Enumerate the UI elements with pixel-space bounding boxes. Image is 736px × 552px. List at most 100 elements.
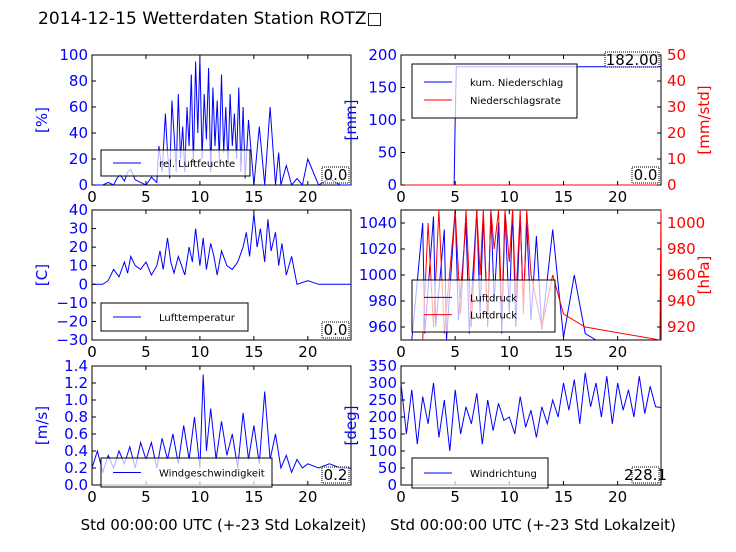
precipitation-y2-axis-label: [mm/std] bbox=[695, 85, 713, 154]
temperature-y-axis-label: [C] bbox=[33, 264, 51, 286]
pressure-y2-tick-label: 1000 bbox=[667, 214, 705, 232]
temperature-y-tick-label: −30 bbox=[56, 331, 88, 349]
precipitation-y-tick-label: 0 bbox=[387, 176, 397, 194]
pressure-x-tick-label: 0 bbox=[396, 343, 406, 361]
humidity-last-value: 0.0 bbox=[324, 166, 348, 184]
precipitation-x-tick-label: 10 bbox=[500, 188, 519, 206]
precipitation-legend-label: Niederschlagsrate bbox=[470, 96, 561, 107]
wind-speed-x-tick-label: 5 bbox=[141, 488, 151, 506]
wind-direction-legend-label: Windrichtung bbox=[470, 469, 537, 480]
humidity-x-tick-label: 15 bbox=[244, 188, 263, 206]
humidity-x-tick-label: 10 bbox=[190, 188, 209, 206]
wind-speed-y-tick-label: 0.4 bbox=[64, 442, 88, 460]
pressure-y2-tick-label: 940 bbox=[667, 292, 696, 310]
pressure-legend-box bbox=[411, 279, 556, 333]
wind-speed-y-tick-label: 1.2 bbox=[64, 374, 88, 392]
wind-speed-last-value: 0.2 bbox=[324, 466, 348, 484]
wind-speed-last-value-box bbox=[321, 466, 350, 484]
wind-speed-y-tick-label: 1.4 bbox=[64, 357, 88, 375]
wind-speed-x-tick-label: 15 bbox=[244, 488, 263, 506]
humidity-series-line-0 bbox=[92, 57, 351, 187]
humidity-y-tick-label: 80 bbox=[69, 72, 88, 90]
wind-speed-legend-label: Windgeschwindigkeit bbox=[159, 469, 265, 480]
wind-speed-y-tick-label: 0.0 bbox=[64, 476, 88, 494]
temperature-y-tick-label: 20 bbox=[69, 238, 88, 256]
temperature-x-tick-label: 5 bbox=[141, 343, 151, 361]
precipitation-y2-tick-label: 10 bbox=[667, 150, 686, 168]
precipitation-y2-tick-label: 40 bbox=[667, 72, 686, 90]
precipitation-y2-tick-label: 20 bbox=[667, 124, 686, 142]
humidity-legend-label: rel. Luftfeuchte bbox=[159, 159, 235, 170]
precipitation-y2-tick-label: 0 bbox=[667, 176, 677, 194]
pressure-x-tick-label: 5 bbox=[450, 343, 460, 361]
precipitation-legend-box bbox=[411, 63, 578, 119]
humidity-y-tick-label: 100 bbox=[59, 46, 88, 64]
precipitation-x-tick-label: 20 bbox=[608, 188, 627, 206]
temperature-y-tick-label: −10 bbox=[56, 294, 88, 312]
wind-direction-x-tick-label: 20 bbox=[608, 488, 627, 506]
humidity-y-tick-label: 60 bbox=[69, 98, 88, 116]
wind-direction-series-line-0 bbox=[400, 372, 662, 452]
pressure-x-tick-label: 20 bbox=[608, 343, 627, 361]
pressure-legend-label: Luftdruck bbox=[470, 293, 517, 304]
humidity-last-value-box bbox=[321, 166, 350, 184]
humidity-y-tick-label: 0 bbox=[78, 176, 88, 194]
precipitation-y2-tick-label: 50 bbox=[667, 46, 686, 64]
pressure-y2-axis-label: [hPa] bbox=[695, 256, 713, 295]
wind-speed-y-tick-label: 1.0 bbox=[64, 391, 88, 409]
precipitation-y-tick-label: 50 bbox=[378, 144, 397, 162]
precipitation-y-tick-label: 150 bbox=[368, 79, 397, 97]
temperature-last-value-box bbox=[321, 321, 350, 339]
temperature-last-value: 0.0 bbox=[324, 321, 348, 339]
wind-direction-x-tick-label: 0 bbox=[396, 488, 406, 506]
humidity-y-tick-label: 40 bbox=[69, 124, 88, 142]
wind-direction-x-tick-label: 10 bbox=[500, 488, 519, 506]
temperature-series-line-0 bbox=[92, 213, 351, 285]
temperature-y-tick-label: 0 bbox=[78, 275, 88, 293]
pressure-y-tick-label: 1000 bbox=[359, 266, 397, 284]
precipitation-x-tick-label: 15 bbox=[554, 188, 573, 206]
wind-direction-y-tick-label: 200 bbox=[368, 408, 397, 426]
pressure-legend-label: Luftdruck bbox=[470, 311, 517, 322]
wind-direction-y-axis-label: [deg] bbox=[342, 406, 360, 446]
humidity-x-tick-label: 5 bbox=[141, 188, 151, 206]
wind-direction-y-tick-label: 0 bbox=[387, 476, 397, 494]
pressure-y2-tick-label: 960 bbox=[667, 266, 696, 284]
pressure-x-tick-label: 10 bbox=[500, 343, 519, 361]
wind-speed-x-axis-label: Std 00:00:00 UTC (+-23 Std Lokalzeit) bbox=[81, 516, 367, 534]
precipitation-y2-tick-label: 30 bbox=[667, 98, 686, 116]
wind-direction-last-value: 228.1 bbox=[624, 466, 667, 484]
precipitation-top-value-box bbox=[604, 51, 660, 68]
wind-direction-y-tick-label: 50 bbox=[378, 459, 397, 477]
wind-direction-y-tick-label: 350 bbox=[368, 357, 397, 375]
humidity-x-tick-label: 0 bbox=[87, 188, 97, 206]
wind-speed-y-tick-label: 0.8 bbox=[64, 408, 88, 426]
wind-direction-y-tick-label: 300 bbox=[368, 374, 397, 392]
precipitation-last-value: 0.0 bbox=[634, 166, 658, 184]
wind-direction-last-value-box bbox=[631, 466, 660, 484]
wind-speed-x-tick-label: 0 bbox=[87, 488, 97, 506]
temperature-y-tick-label: 30 bbox=[69, 220, 88, 238]
temperature-y-tick-label: 40 bbox=[69, 201, 88, 219]
wind-direction-x-axis-label: Std 00:00:00 UTC (+-23 Std Lokalzeit) bbox=[390, 516, 676, 534]
pressure-y-tick-label: 980 bbox=[368, 292, 397, 310]
precipitation-legend-label: kum. Niederschlag bbox=[470, 78, 563, 89]
precipitation-x-tick-label: 0 bbox=[396, 188, 406, 206]
wind-direction-y-tick-label: 100 bbox=[368, 442, 397, 460]
temperature-x-tick-label: 10 bbox=[190, 343, 209, 361]
wind-speed-y-tick-label: 0.2 bbox=[64, 459, 88, 477]
pressure-y2-tick-label: 920 bbox=[667, 318, 696, 336]
pressure-y-tick-label: 1040 bbox=[359, 214, 397, 232]
wind-speed-y-tick-label: 0.6 bbox=[64, 425, 88, 443]
wind-direction-x-tick-label: 5 bbox=[450, 488, 460, 506]
precipitation-last-value-box bbox=[631, 166, 660, 184]
precipitation-x-tick-label: 5 bbox=[450, 188, 460, 206]
humidity-y-tick-label: 20 bbox=[69, 150, 88, 168]
humidity-y-axis-label: [%] bbox=[33, 107, 51, 133]
temperature-y-tick-label: 10 bbox=[69, 257, 88, 275]
wind-speed-x-tick-label: 20 bbox=[298, 488, 317, 506]
temperature-x-tick-label: 15 bbox=[244, 343, 263, 361]
page-title: 2014-12-15 Wetterdaten Station ROTZ□ bbox=[38, 9, 383, 29]
temperature-x-tick-label: 20 bbox=[298, 343, 317, 361]
